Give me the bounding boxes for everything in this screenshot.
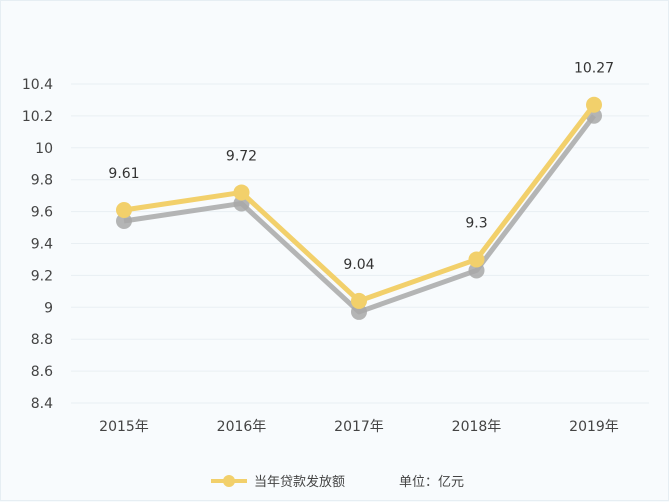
x-tick-label: 2019年 — [569, 419, 619, 435]
data-point[interactable] — [116, 202, 132, 219]
y-tick-label: 9.2 — [31, 268, 53, 284]
y-tick-label: 10 — [35, 141, 53, 157]
data-point[interactable] — [468, 251, 485, 268]
shadow-point — [116, 213, 132, 230]
shadow-point — [468, 262, 485, 279]
shadow-point — [351, 303, 367, 320]
y-tick-label: 8.4 — [31, 396, 53, 412]
data-labels: 9.61 9.72 9.04 9.3 10.27 — [108, 61, 614, 273]
y-tick-label: 10.4 — [22, 77, 53, 93]
data-label: 9.3 — [465, 215, 487, 231]
data-label: 10.27 — [574, 61, 614, 77]
x-tick-label: 2016年 — [217, 419, 267, 435]
legend-series-label: 当年贷款发放额 — [254, 474, 345, 490]
data-point[interactable] — [351, 292, 367, 309]
y-tick-label: 9.6 — [31, 205, 53, 221]
legend[interactable]: 当年贷款发放额 单位：亿元 — [211, 474, 464, 490]
grid — [71, 83, 649, 404]
y-tick-label: 9.8 — [31, 173, 53, 189]
data-label: 9.61 — [108, 166, 139, 182]
y-tick-label: 9.4 — [31, 237, 53, 253]
data-label: 9.72 — [226, 148, 257, 164]
x-tick-label: 2018年 — [452, 419, 502, 435]
data-point[interactable] — [233, 184, 250, 201]
x-tick-label: 2017年 — [334, 419, 384, 435]
series-line — [116, 96, 602, 309]
y-tick-label: 10.2 — [22, 109, 53, 125]
x-axis: 2015年 2016年 2017年 2018年 2019年 — [99, 419, 619, 435]
series-shadow — [116, 107, 602, 320]
data-point[interactable] — [586, 96, 602, 113]
series-shadow-line — [123, 114, 596, 315]
unit-label: 单位：亿元 — [399, 475, 464, 490]
y-tick-label: 9 — [44, 300, 53, 316]
y-tick-label: 8.8 — [31, 332, 53, 348]
y-axis: 8.4 8.6 8.8 9 9.2 9.4 9.6 9.8 10 10.2 10.4 — [22, 77, 53, 412]
legend-marker-icon — [223, 475, 235, 487]
data-label: 9.04 — [343, 257, 374, 273]
x-tick-label: 2015年 — [99, 419, 149, 435]
y-tick-label: 8.6 — [31, 364, 53, 380]
